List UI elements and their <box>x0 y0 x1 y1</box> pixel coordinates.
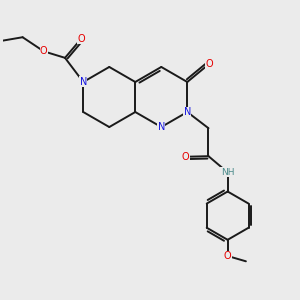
Text: O: O <box>77 34 85 44</box>
Text: N: N <box>158 122 165 132</box>
Text: O: O <box>40 46 48 56</box>
Text: N: N <box>80 77 87 87</box>
Text: O: O <box>224 251 231 261</box>
Text: O: O <box>206 59 213 69</box>
Text: NH: NH <box>221 168 234 177</box>
Text: N: N <box>184 107 191 117</box>
Text: O: O <box>182 152 189 162</box>
